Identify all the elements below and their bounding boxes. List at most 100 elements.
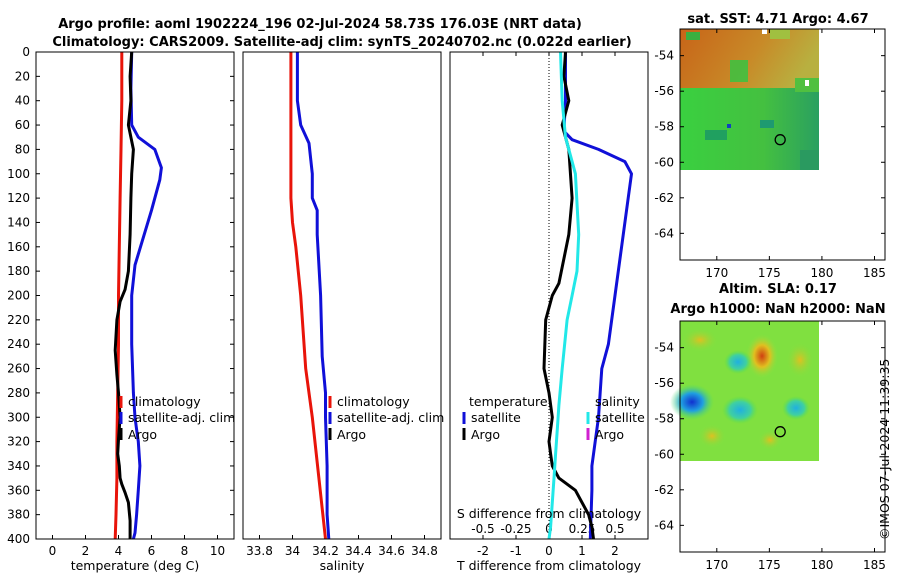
map-x-tick-label: 185 [863, 266, 886, 280]
temperature-xlabel: temperature (deg C) [71, 558, 200, 573]
legend-t-argo-label: Argo [471, 427, 500, 442]
sla-eddy [782, 396, 810, 420]
sst-map-panel: sat. SST: 4.71 Argo: 4.67 170 175 180 185 -5… [654, 12, 886, 280]
map-y-tick-label: -62 [654, 191, 674, 205]
depth-tick-label: 340 [7, 459, 30, 473]
sla-map-subtitle: Argo h1000: NaN h2000: NaN [670, 302, 885, 317]
sst-map-axes: 170 175 180 185 -54 -56 -58 -60 -62 -64 [654, 28, 886, 280]
sla-eddy [670, 384, 714, 420]
sla-map-image [670, 321, 819, 461]
x-tick-label: 2 [82, 544, 90, 558]
map-y-tick-label: -62 [654, 483, 674, 497]
figure-title-line-2: Climatology: CARS2009. Satellite-adj cli… [52, 35, 631, 50]
map-y-tick-label: -58 [654, 120, 674, 134]
salinity-xlabel: salinity [320, 558, 365, 573]
depth-tick-label: 300 [7, 410, 30, 424]
sla-argo-location-marker [774, 426, 786, 438]
depth-tick-label: 80 [15, 142, 30, 156]
x-tick-label: 10 [210, 544, 225, 558]
depth-tick-label: 400 [7, 532, 30, 546]
map-y-tick-label: -64 [654, 518, 674, 532]
legend-t-satellite-label: satellite [471, 410, 521, 425]
map-y-tick-label: -60 [654, 447, 674, 461]
legend-s-satellite-label: satellite [595, 410, 645, 425]
x-tick-label: 4 [115, 544, 123, 558]
map-y-tick-label: -54 [654, 341, 674, 355]
s-difference-axis-label: S difference from climatology [457, 506, 642, 521]
depth-tick-label: 240 [7, 337, 30, 351]
top-x-tick-label: -0.25 [500, 522, 531, 536]
depth-tick-label: 100 [7, 167, 30, 181]
map-x-tick-label: 175 [758, 266, 781, 280]
map-y-tick-label: -58 [654, 412, 674, 426]
x-tick-label: 1 [578, 544, 586, 558]
sst-patch [770, 29, 790, 39]
map-y-tick-label: -64 [654, 226, 674, 240]
x-tick-label: 0 [49, 544, 57, 558]
sla-eddy [746, 334, 778, 378]
series-line-argo [113, 51, 135, 539]
sst-map-title: sat. SST: 4.71 Argo: 4.67 [687, 12, 868, 27]
sla-eddy [786, 342, 814, 378]
depth-tick-label: 380 [7, 508, 30, 522]
x-tick-label: 34.4 [345, 544, 372, 558]
legend-s-argo-label: Argo [595, 427, 624, 442]
sst-argo-location-marker [774, 134, 786, 146]
sst-cool-region [680, 88, 819, 170]
series-line-t-argo [542, 51, 595, 540]
depth-tick-label: 120 [7, 191, 30, 205]
sst-map-image [680, 29, 819, 170]
x-tick-label: 34.2 [312, 544, 339, 558]
x-tick-label: 33.8 [246, 544, 273, 558]
sla-map-title: Altim. SLA: 0.17 [719, 282, 837, 297]
x-tick-label: 0 [545, 544, 553, 558]
series-line-climatology [113, 52, 124, 540]
t-difference-xlabel: T difference from climatology [456, 558, 642, 573]
depth-tick-label: 140 [7, 215, 30, 229]
sst-patch [686, 32, 700, 40]
depth-tick-label: 320 [7, 435, 30, 449]
sst-patch [705, 130, 727, 140]
sla-eddy [698, 424, 726, 448]
depth-tick-label: 200 [7, 289, 30, 303]
depth-tick-label: 0 [22, 45, 30, 59]
x-tick-label: 6 [148, 544, 156, 558]
map-y-tick-label: -54 [654, 49, 674, 63]
x-tick-label: 34.8 [411, 544, 438, 558]
sla-eddy [682, 328, 718, 352]
map-x-tick-label: 180 [810, 266, 833, 280]
sla-eddy [758, 430, 782, 450]
salinity-legend: climatology satellite-adj. clim Argo [328, 394, 444, 442]
x-tick-label: 34 [285, 544, 300, 558]
series-line-s-satellite [547, 51, 581, 540]
argo-position-circle [774, 426, 786, 438]
series-line-climatology [289, 52, 327, 540]
figure-title-line-1: Argo profile: aoml 1902224_196 02-Jul-20… [58, 17, 582, 32]
x-tick-label: -1 [510, 544, 522, 558]
depth-tick-label: 20 [15, 69, 30, 83]
depth-tick-label: 220 [7, 313, 30, 327]
depth-tick-label: 260 [7, 362, 30, 376]
legend-temperature-title: temperature [469, 394, 548, 409]
x-tick-label: 2 [611, 544, 619, 558]
legend-argo-label: Argo [337, 427, 366, 442]
depth-tick-label: 280 [7, 386, 30, 400]
map-y-tick-label: -60 [654, 155, 674, 169]
sla-eddy [724, 350, 752, 374]
temperature-plot-area: 0 2 4 6 8 10020406080100120140160180200220240… [7, 45, 234, 558]
legend-climatology-label: climatology [337, 394, 410, 409]
temperature-panel: 0 2 4 6 8 10020406080100120140160180200220240… [7, 45, 235, 573]
map-x-tick-label: 175 [758, 558, 781, 572]
difference-legend: temperature satellite Argo salinity sate… [462, 394, 645, 442]
sst-patch [762, 29, 767, 34]
map-x-tick-label: 180 [810, 558, 833, 572]
top-x-tick-label: 0.25 [569, 522, 596, 536]
map-axes-frame [679, 320, 886, 553]
sst-patch [727, 124, 731, 128]
map-y-tick-label: -56 [654, 376, 674, 390]
map-x-tick-label: 185 [863, 558, 886, 572]
legend-climatology-label: climatology [128, 394, 201, 409]
map-x-tick-label: 170 [705, 558, 728, 572]
